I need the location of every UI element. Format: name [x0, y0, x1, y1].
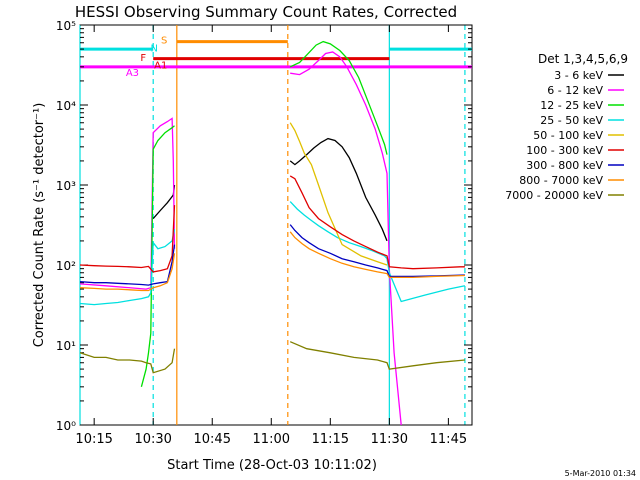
legend-label-800-7000-kev: 800 - 7000 keV: [519, 174, 603, 187]
series-line-25-50-kev: [79, 201, 466, 306]
legend-label-3-6-kev: 3 - 6 keV: [554, 69, 603, 82]
legend-label-25-50-kev: 25 - 50 keV: [540, 114, 603, 127]
x-tick-label-11-00: 11:00: [253, 432, 290, 447]
state-label-f: F: [140, 53, 146, 64]
legend-label-12-25-kev: 12 - 25 keV: [540, 99, 603, 112]
x-axis-label: Start Time (28-Oct-03 10:11:02): [167, 458, 377, 473]
chart-title: HESSI Observing Summary Count Rates, Cor…: [75, 3, 457, 21]
series-line-800-7000-kev: [79, 231, 465, 292]
legend-label-100-300-kev: 100 - 300 keV: [526, 144, 603, 157]
y-tick-label-10000: 10⁴: [56, 99, 76, 113]
y-tick-label-10: 10¹: [56, 339, 76, 353]
series-line-3-6-kev: [152, 137, 388, 242]
series-line-50-100-kev: [289, 122, 388, 266]
series-line-6-12-kev: [79, 51, 402, 426]
y-tick-label-1: 10⁰: [56, 419, 76, 433]
series-line-12-25-kev: [140, 40, 388, 387]
state-label-a3: A3: [126, 68, 139, 79]
x-tick-label-10-45: 10:45: [194, 432, 231, 447]
y-tick-label-1000: 10³: [56, 179, 76, 193]
x-tick-label-10-15: 10:15: [75, 432, 112, 447]
state-label-a1: A1: [154, 61, 167, 72]
x-tick-label-10-30: 10:30: [134, 432, 171, 447]
y-tick-label-100: 10²: [56, 259, 76, 273]
legend-label-6-12-kev: 6 - 12 keV: [547, 84, 603, 97]
y-axis-label: Corrected Count Rate (s⁻¹ detector⁻¹): [32, 103, 47, 348]
x-tick-label-11-30: 11:30: [371, 432, 408, 447]
legend-label-50-100-kev: 50 - 100 keV: [533, 129, 603, 142]
footer-timestamp: 5-Mar-2010 01:34: [565, 469, 636, 478]
series-line-7000-20000-kev: [79, 341, 465, 374]
x-tick-label-11-45: 11:45: [430, 432, 467, 447]
plot-area: NS F A1 A3 10:15 10:30 10:45 11:00 11:15 11:30 11:…: [56, 19, 624, 447]
state-label-n: N: [150, 44, 157, 55]
plot-frame: [79, 24, 473, 426]
y-tick-label-100000: 10⁵: [56, 19, 76, 33]
legend-label-300-800-kev: 300 - 800 keV: [526, 159, 603, 172]
state-label-s: S: [161, 35, 167, 46]
x-tick-label-11-15: 11:15: [312, 432, 349, 447]
series-line-300-800-kev: [79, 224, 465, 286]
legend-label-7000-20000-kev: 7000 - 20000 keV: [505, 189, 603, 202]
legend-title: Det 1,3,4,5,6,9: [538, 52, 628, 66]
series-line-100-300-kev: [79, 175, 465, 273]
